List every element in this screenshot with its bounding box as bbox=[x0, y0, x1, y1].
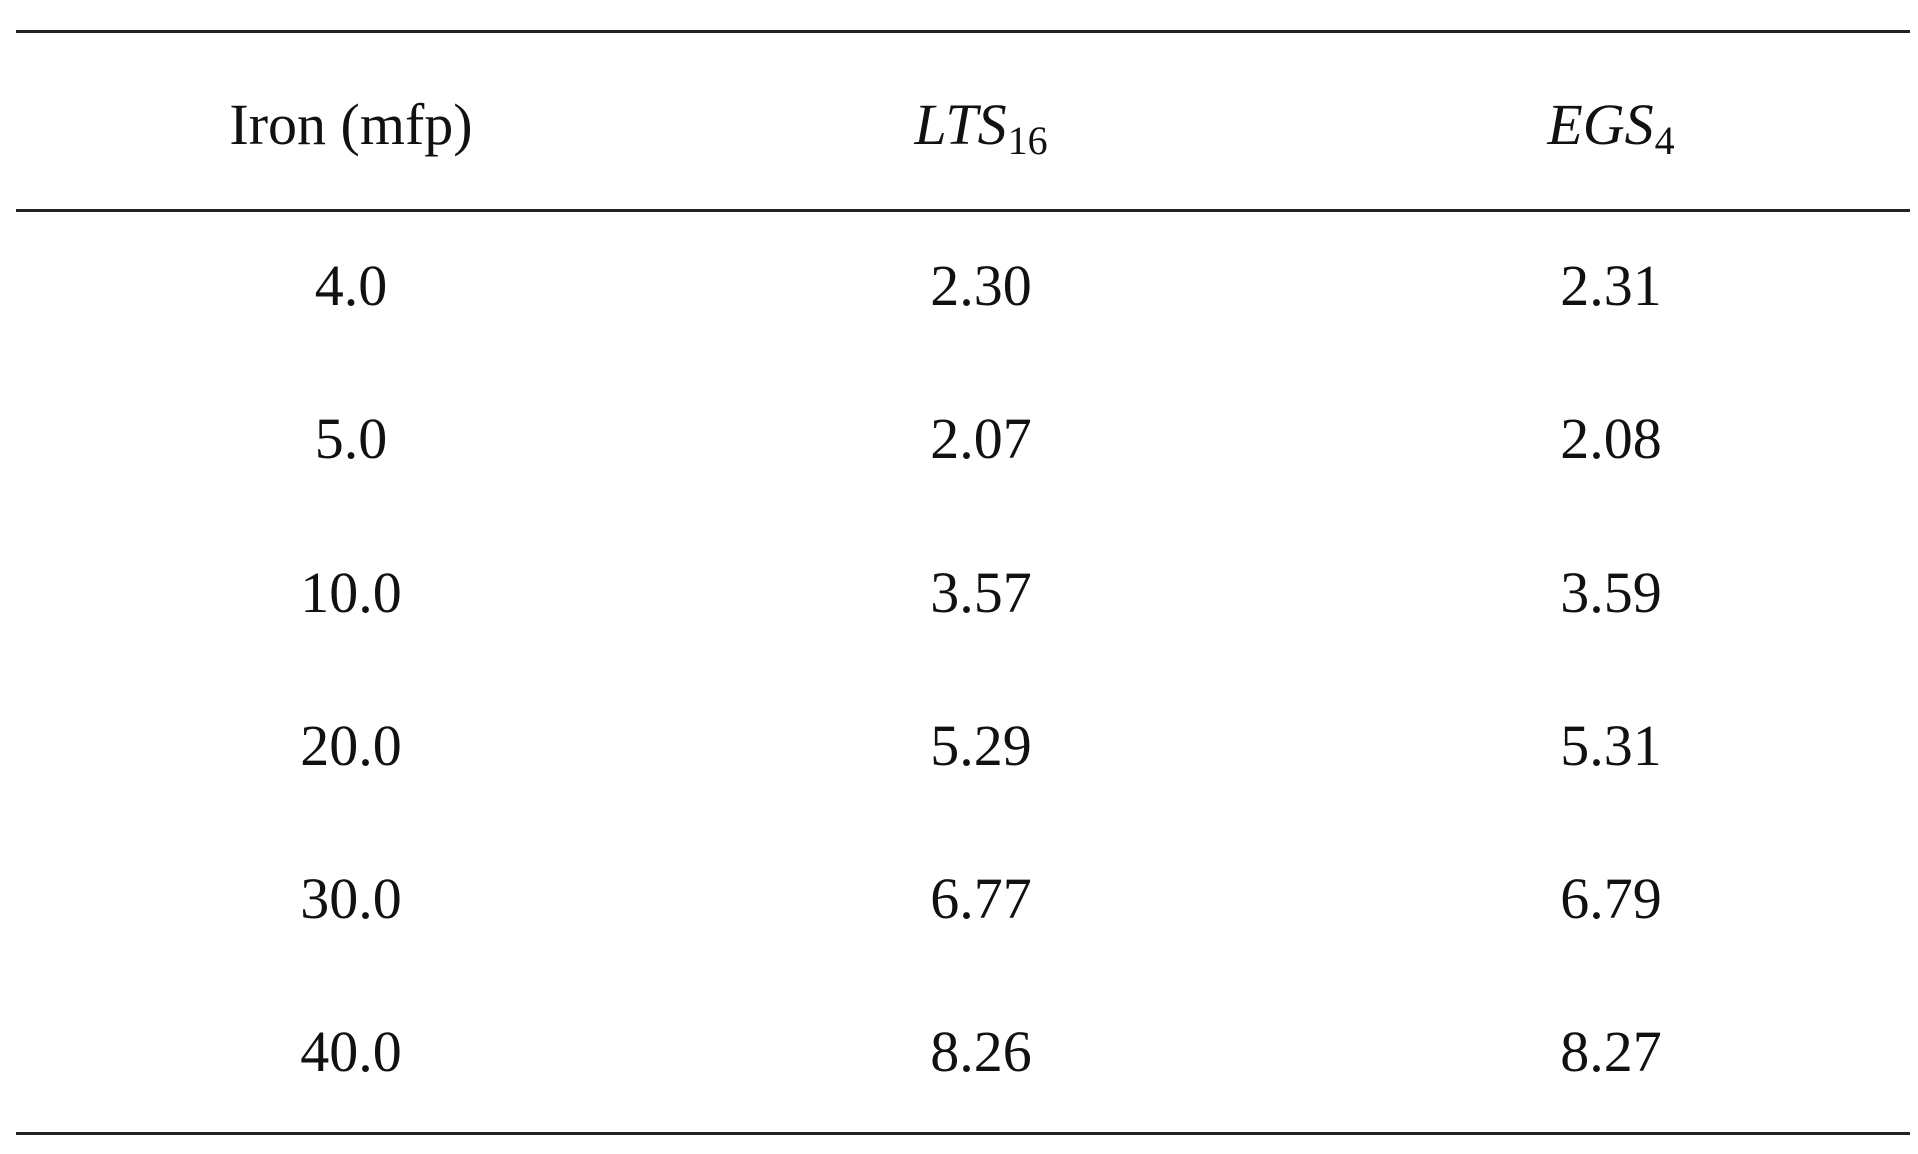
cell-iron: 4.0 bbox=[314, 253, 388, 318]
cell-iron: 20.0 bbox=[300, 713, 402, 778]
header-egs-text: EGS bbox=[1547, 92, 1654, 157]
cell-iron: 40.0 bbox=[300, 1019, 402, 1084]
data-table: Iron (mfp) LTS16 EGS4 4.0 2.30 2.31 5.0 … bbox=[16, 0, 1910, 1154]
cell-lts16: 2.30 bbox=[930, 253, 1032, 318]
header-egs-subscript: 4 bbox=[1654, 118, 1675, 163]
table-row: 30.0 6.77 6.79 bbox=[16, 849, 1910, 949]
cell-lts16: 2.07 bbox=[930, 406, 1032, 471]
cell-lts16: 5.29 bbox=[930, 713, 1032, 778]
table-row: 4.0 2.30 2.31 bbox=[16, 236, 1910, 336]
table-row: 10.0 3.57 3.59 bbox=[16, 543, 1910, 643]
header-lts-subscript: 16 bbox=[1007, 118, 1048, 163]
cell-iron: 10.0 bbox=[300, 560, 402, 625]
table-bottom-rule bbox=[16, 1132, 1910, 1135]
header-lts-text: LTS bbox=[914, 92, 1007, 157]
table-header-rule bbox=[16, 209, 1910, 212]
table-row: 5.0 2.07 2.08 bbox=[16, 389, 1910, 489]
cell-egs4: 8.27 bbox=[1560, 1019, 1662, 1084]
table-row: 40.0 8.26 8.27 bbox=[16, 1002, 1910, 1102]
cell-egs4: 6.79 bbox=[1560, 866, 1662, 931]
cell-egs4: 5.31 bbox=[1560, 713, 1662, 778]
table-header-row: Iron (mfp) LTS16 EGS4 bbox=[16, 75, 1910, 175]
cell-egs4: 3.59 bbox=[1560, 560, 1662, 625]
cell-egs4: 2.31 bbox=[1560, 253, 1662, 318]
table-row: 20.0 5.29 5.31 bbox=[16, 696, 1910, 796]
header-iron-mfp-text: Iron (mfp) bbox=[229, 92, 473, 157]
cell-lts16: 6.77 bbox=[930, 866, 1032, 931]
cell-egs4: 2.08 bbox=[1560, 406, 1662, 471]
cell-iron: 5.0 bbox=[314, 406, 388, 471]
cell-lts16: 8.26 bbox=[930, 1019, 1032, 1084]
cell-iron: 30.0 bbox=[300, 866, 402, 931]
cell-lts16: 3.57 bbox=[930, 560, 1032, 625]
header-lts16: LTS16 bbox=[666, 75, 1296, 175]
table-top-rule bbox=[16, 30, 1910, 33]
header-egs4: EGS4 bbox=[1296, 75, 1918, 175]
header-iron-mfp: Iron (mfp) bbox=[36, 75, 666, 175]
